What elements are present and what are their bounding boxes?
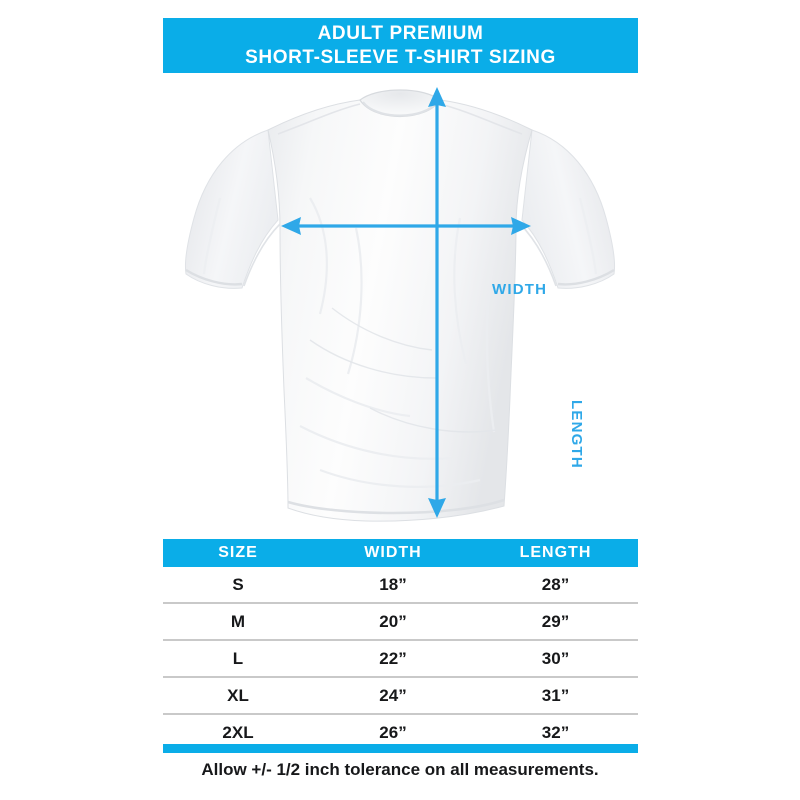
shirt-silhouette [185, 89, 615, 522]
length-measurement-label: LENGTH [568, 400, 585, 469]
cell-length: 29” [541, 611, 570, 631]
tshirt-illustration: WIDTH LENGTH [160, 78, 640, 533]
cell-size: M [230, 611, 246, 631]
cell-width: 26” [379, 722, 407, 742]
cell-size: L [232, 648, 244, 668]
cell-width: 20” [379, 611, 407, 631]
cell-width: 22” [379, 648, 407, 668]
cell-size: XL [227, 685, 249, 705]
cell-length: 31” [541, 685, 570, 705]
header-banner: ADULT PREMIUM SHORT-SLEEVE T-SHIRT SIZIN… [163, 18, 638, 73]
cell-size: 2XL [222, 722, 254, 742]
measurement-arrows [281, 87, 531, 518]
table-header-row: SIZE WIDTH LENGTH [163, 539, 638, 567]
table-row: 2XL 26” 32” [163, 715, 638, 750]
tshirt-graphic [185, 87, 615, 522]
cell-length: 32” [541, 722, 570, 742]
width-arrow [281, 217, 531, 235]
cell-width: 24” [379, 685, 407, 705]
footer-accent-bar [163, 744, 638, 753]
table-row: XL 24” 31” [163, 678, 638, 715]
length-arrow [428, 87, 446, 518]
tolerance-note: Allow +/- 1/2 inch tolerance on all meas… [201, 760, 599, 779]
cell-length: 30” [541, 648, 570, 668]
table-row: L 22” 30” [163, 641, 638, 678]
column-header-length: LENGTH [519, 544, 592, 561]
cell-size: S [232, 574, 244, 594]
table-row: M 20” 29” [163, 604, 638, 641]
cell-length: 28” [541, 574, 570, 594]
header-title-line-1: ADULT PREMIUM [317, 22, 484, 44]
column-header-width: WIDTH [364, 544, 422, 561]
header-title-line-2: SHORT-SLEEVE T-SHIRT SIZING [245, 47, 556, 68]
table-row: S 18” 28” [163, 567, 638, 604]
cell-width: 18” [379, 574, 407, 594]
width-measurement-label: WIDTH [492, 281, 548, 298]
size-table: SIZE WIDTH LENGTH S 18” 28” M 20” 29” L … [163, 539, 638, 750]
column-header-size: SIZE [218, 544, 258, 561]
